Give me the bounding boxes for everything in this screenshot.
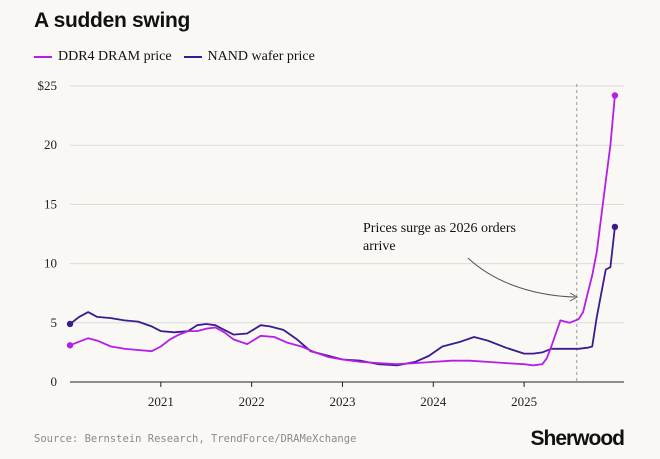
- y-axis-ticks: 0 5 10 15 20 $25: [38, 78, 58, 389]
- y-tick-label: 5: [51, 315, 58, 330]
- y-tick-label: $25: [38, 78, 58, 93]
- series-start-point-nand: [66, 320, 74, 328]
- y-tick-label: 10: [44, 256, 57, 271]
- x-axis-ticks: 2021 2022 2023 2024 2025: [148, 382, 537, 409]
- series-end-point-ddr4: [611, 92, 619, 99]
- series-end-point-nand: [611, 223, 619, 231]
- annotation-arrowhead: [569, 292, 579, 302]
- y-tick-label: 20: [44, 137, 57, 152]
- series-lines: [66, 92, 619, 367]
- series-line-ddr4: [69, 95, 616, 367]
- annotation: Prices surge as 2026 orders arrive: [363, 84, 579, 382]
- legend-label-ddr4: DDR4 DRAM price: [58, 49, 172, 64]
- annotation-text-line1: Prices surge as 2026 orders: [363, 221, 516, 236]
- legend: DDR4 DRAM price NAND wafer price: [34, 49, 327, 65]
- x-tick-label: 2024: [420, 394, 447, 409]
- series-line-nand: [69, 226, 616, 367]
- chart-title: A sudden swing: [34, 9, 191, 32]
- brand-logo: Sherwood: [530, 427, 625, 450]
- legend-swatch-ddr4: [34, 55, 52, 59]
- annotation-text-line2: arrive: [363, 239, 396, 254]
- x-tick-label: 2022: [239, 394, 265, 409]
- legend-item-nand: NAND wafer price: [183, 49, 315, 65]
- y-tick-label: 0: [51, 374, 58, 389]
- series-start-point-ddr4: [66, 342, 74, 349]
- legend-swatch-nand: [183, 55, 202, 59]
- x-tick-label: 2021: [148, 394, 174, 409]
- annotation-arrow: [467, 257, 576, 298]
- grid-lines: [70, 85, 624, 324]
- x-tick-label: 2023: [329, 394, 355, 409]
- x-tick-label: 2025: [511, 394, 537, 409]
- source-note: Source: Bernstein Research, TrendForce/D…: [34, 433, 357, 445]
- y-tick-label: 15: [44, 196, 57, 211]
- legend-item-ddr4: DDR4 DRAM price: [34, 49, 172, 65]
- legend-label-nand: NAND wafer price: [207, 49, 315, 64]
